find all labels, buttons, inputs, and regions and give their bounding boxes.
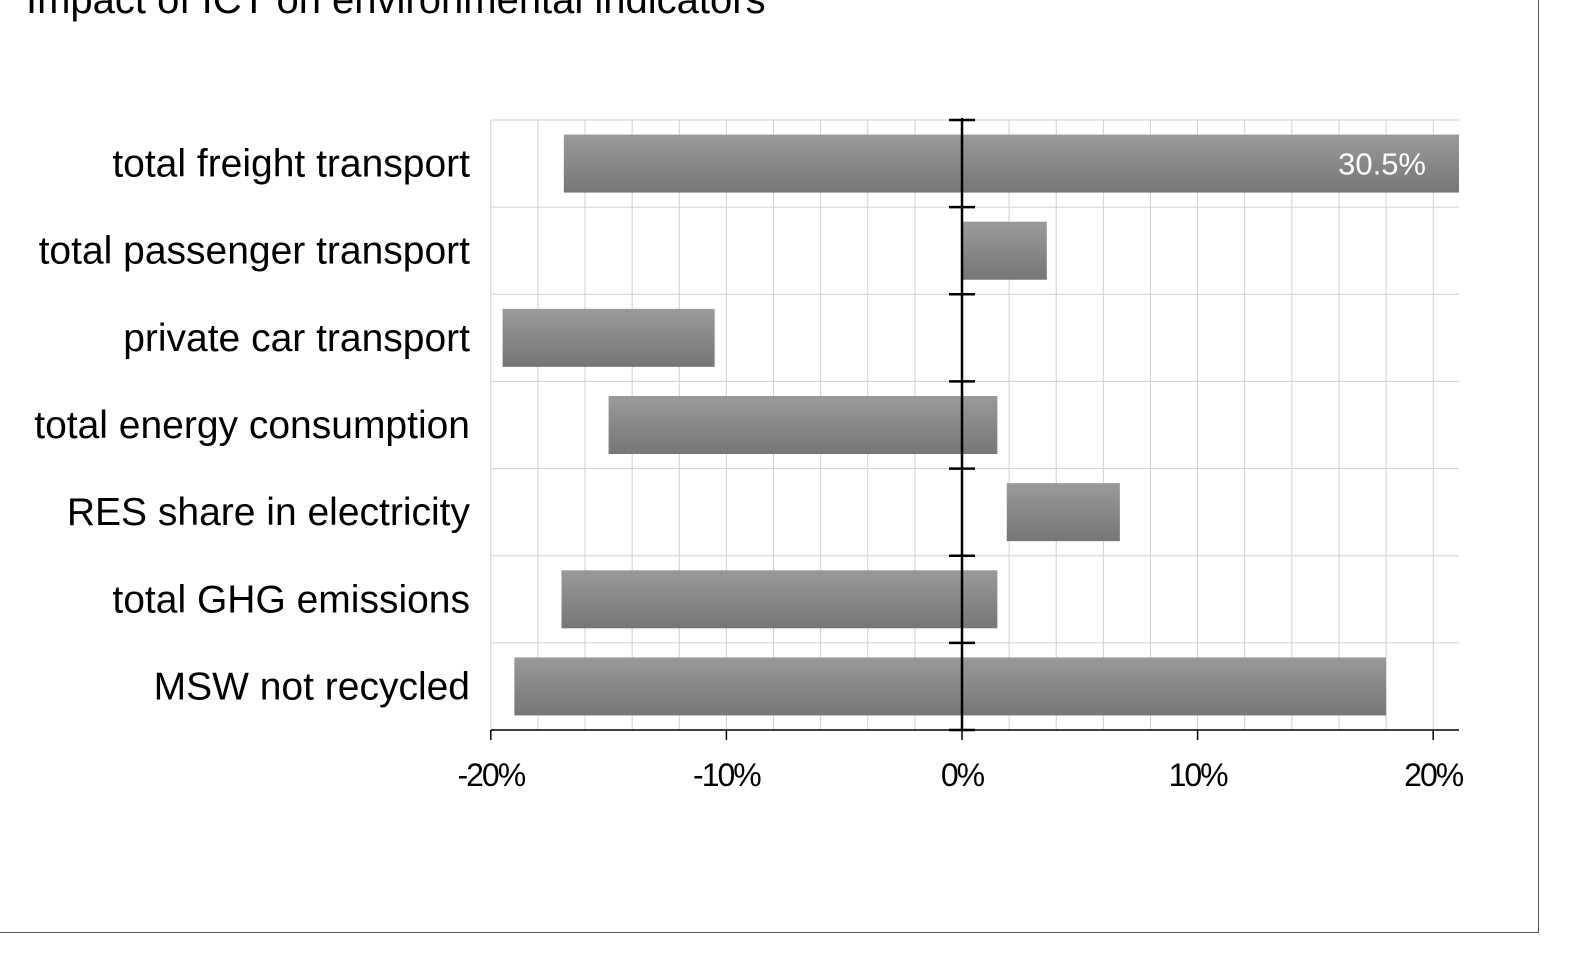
- category-label: total energy consumption: [34, 404, 470, 447]
- data-label: 30.5%: [1338, 147, 1426, 182]
- category-label: RES share in electricity: [67, 491, 471, 534]
- category-label: total GHG emissions: [112, 578, 470, 621]
- bar-total-passenger-transport: [962, 221, 1047, 280]
- axes: [490, 118, 1459, 740]
- category-label: total passenger transport: [39, 230, 471, 273]
- bar-private-car-transport: [502, 308, 715, 367]
- x-tick-label: 20%: [1404, 757, 1464, 793]
- bar-msw-not-recycled: [514, 657, 1387, 716]
- bar-series: [502, 134, 1459, 716]
- bar-total-energy-consumption: [608, 396, 998, 454]
- labels: -20% -10% 0% 10% 20% total freight transport t…: [34, 143, 1466, 793]
- bar-total-ghg-emissions: [561, 570, 998, 629]
- x-tick-label: -20%: [457, 757, 525, 793]
- x-tick-label: 0%: [941, 757, 985, 793]
- category-label: total freight transport: [112, 143, 470, 186]
- x-tick-label: -10%: [693, 757, 761, 793]
- category-label: private car transport: [123, 317, 470, 360]
- bar-total-freight-transport: [563, 134, 1459, 193]
- category-label: MSW not recycled: [154, 665, 470, 708]
- bar-res-share-in-electricity: [1006, 483, 1120, 542]
- x-tick-label: 10%: [1169, 757, 1229, 793]
- chart-title: Impact of ICT on environmental indicator…: [26, 0, 766, 22]
